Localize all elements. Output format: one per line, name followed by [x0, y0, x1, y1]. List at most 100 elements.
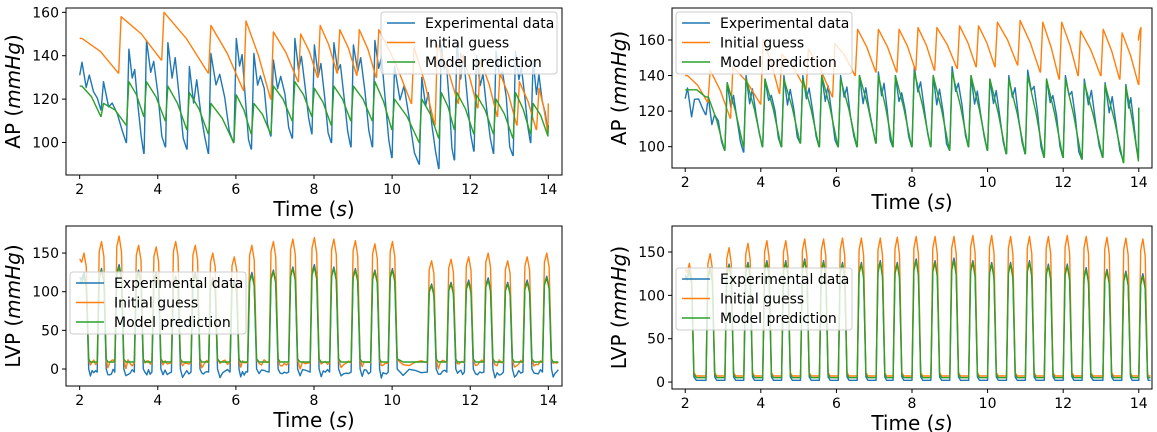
x-axis-label-paren: )	[945, 411, 953, 432]
y-axis-unit: mmHg	[607, 254, 631, 321]
y-tick-label: 160	[638, 33, 665, 49]
series-line-initial-guess	[79, 11, 549, 135]
series-line-model-prediction	[79, 81, 549, 144]
y-axis-label-paren: (	[607, 105, 631, 119]
x-tick-label: 6	[231, 182, 240, 198]
x-tick-label: 10	[979, 175, 997, 191]
x-tick-label: 4	[756, 396, 765, 412]
legend: Experimental data Initial guess Model pred…	[675, 11, 853, 75]
legend-box	[69, 271, 247, 335]
x-tick-label: 6	[832, 396, 841, 412]
x-tick-label: 4	[153, 393, 162, 409]
y-tick-label: 150	[32, 246, 59, 262]
x-tick-label: 12	[461, 393, 479, 409]
x-axis-label-paren: (	[920, 190, 934, 214]
y-axis-label-text: LVP	[1, 333, 25, 368]
y-axis-label-text: AP	[607, 119, 631, 145]
x-axis-label-paren: (	[322, 197, 336, 221]
legend-entry-initial-guess: Initial guess	[425, 36, 509, 52]
y-tick-label: 160	[32, 5, 59, 21]
y-tick-label: 100	[32, 135, 59, 151]
legend-entry-model-prediction: Model prediction	[114, 315, 231, 331]
x-tick-label: 4	[756, 175, 765, 191]
x-axis-label: Time (s)	[870, 190, 952, 214]
x-tick-label: 4	[153, 182, 162, 198]
x-axis-label-text: Time	[870, 190, 920, 214]
x-axis-label-paren: )	[945, 190, 953, 214]
x-tick-label: 10	[383, 182, 401, 198]
legend-entry-model-prediction: Model prediction	[425, 55, 542, 71]
x-tick-label: 2	[681, 175, 690, 191]
x-tick-label: 14	[539, 393, 557, 409]
legend-entry-model-prediction: Model prediction	[720, 55, 837, 71]
y-axis-label: AP (mmHg)	[1, 34, 25, 148]
x-axis-unit: s	[336, 408, 346, 432]
x-axis-unit: s	[934, 411, 944, 432]
y-axis-label-paren: )	[607, 31, 631, 39]
x-tick-label: 12	[1054, 396, 1072, 412]
x-tick-label: 8	[908, 175, 917, 191]
x-axis-label-text: Time	[272, 408, 322, 432]
legend-entry-initial-guess: Initial guess	[720, 292, 804, 308]
y-tick-label: 0	[50, 362, 59, 378]
legend-box	[675, 11, 853, 75]
x-tick-label: 2	[681, 396, 690, 412]
legend-entry-initial-guess: Initial guess	[114, 296, 198, 312]
y-tick-label: 120	[638, 104, 665, 120]
legend-box	[380, 11, 558, 75]
y-tick-label: 50	[41, 323, 59, 339]
y-tick-label: 140	[32, 49, 59, 65]
x-tick-label: 14	[1130, 175, 1148, 191]
y-tick-label: 120	[32, 92, 59, 108]
x-tick-label: 14	[1130, 396, 1148, 412]
y-axis-label: AP (mmHg)	[607, 31, 631, 145]
y-axis-unit: mmHg	[1, 42, 25, 109]
y-axis-label-paren: )	[607, 246, 631, 254]
x-tick-label: 10	[979, 396, 997, 412]
x-tick-label: 8	[310, 182, 319, 198]
plot-area	[79, 235, 559, 379]
series-line-initial-guess	[685, 19, 1142, 119]
x-tick-label: 12	[461, 182, 479, 198]
series-line-model-prediction	[79, 266, 559, 363]
legend-box	[675, 267, 853, 331]
legend: Experimental data Initial guess Model pred…	[380, 11, 558, 75]
x-tick-label: 8	[310, 393, 319, 409]
legend-entry-experimental-data: Experimental data	[720, 16, 849, 32]
series-line-model-prediction	[685, 71, 1140, 164]
x-tick-label: 8	[908, 396, 917, 412]
y-tick-label: 100	[32, 285, 59, 301]
y-tick-label: 100	[638, 140, 665, 156]
x-axis-label-text: Time	[272, 197, 322, 221]
y-tick-label: 0	[656, 375, 665, 391]
y-axis-label-paren: (	[607, 320, 631, 334]
y-tick-label: 50	[647, 332, 665, 348]
y-tick-label: 100	[638, 288, 665, 304]
y-axis-label-text: LVP	[607, 335, 631, 370]
series-line-initial-guess	[79, 235, 559, 370]
x-tick-label: 6	[832, 175, 841, 191]
legend-entry-model-prediction: Model prediction	[720, 311, 837, 327]
x-tick-label: 10	[383, 393, 401, 409]
legend: Experimental data Initial guess Model pred…	[69, 271, 247, 335]
x-tick-label: 2	[75, 182, 84, 198]
x-tick-label: 2	[75, 393, 84, 409]
x-tick-label: 14	[539, 182, 557, 198]
x-axis-label-text: Time	[870, 411, 920, 432]
legend-entry-experimental-data: Experimental data	[114, 276, 243, 292]
legend: Experimental data Initial guess Model pred…	[675, 267, 853, 331]
x-axis-label-paren: (	[920, 411, 934, 432]
x-axis-unit: s	[934, 190, 944, 214]
x-axis-label-paren: )	[347, 408, 355, 432]
plot-area	[684, 19, 1142, 164]
y-axis-label-paren: (	[1, 319, 25, 333]
y-tick-label: 140	[638, 69, 665, 85]
y-axis-label: LVP (mmHg)	[1, 244, 25, 367]
y-axis-unit: mmHg	[607, 39, 631, 106]
y-axis-label-text: AP	[1, 123, 25, 149]
